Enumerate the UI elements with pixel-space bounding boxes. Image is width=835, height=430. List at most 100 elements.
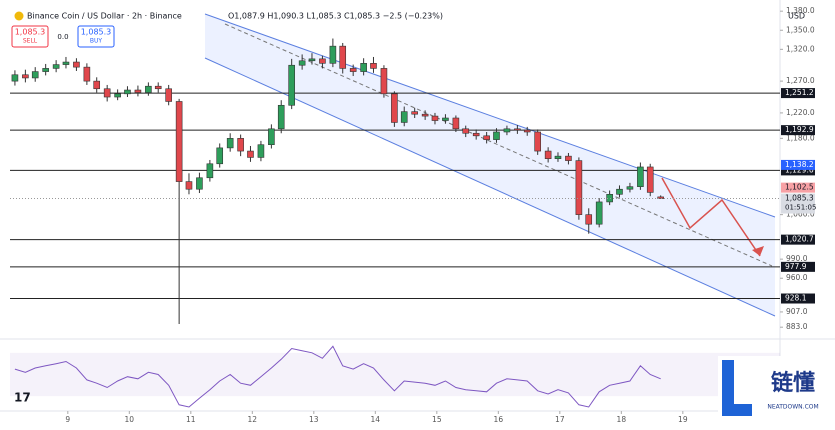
candle-body: [483, 135, 490, 140]
price-tag: [781, 182, 815, 193]
x-tick-label: 10: [125, 415, 135, 424]
candle-body: [472, 132, 480, 137]
candle-body: [637, 166, 644, 187]
candle-body: [73, 61, 80, 68]
candle-body: [206, 163, 214, 179]
candle-body: [380, 68, 388, 95]
candle-body: [391, 93, 398, 123]
candle-body: [298, 60, 306, 66]
buy-price: 1,085.3: [81, 28, 112, 37]
y-tick-label: 907.0: [786, 307, 808, 316]
x-tick-label: 19: [678, 415, 688, 424]
y-tick-label: 1,220.0: [786, 108, 815, 117]
candle-body: [657, 196, 664, 199]
y-tick-label: 1,060.0: [786, 210, 815, 219]
candle-body: [626, 186, 634, 190]
channel-top: [204, 13, 776, 218]
candle-body: [442, 117, 449, 121]
candle-body: [339, 45, 347, 69]
candle-body: [360, 63, 367, 72]
x-tick-label: 9: [65, 415, 70, 424]
price-tag: [781, 159, 815, 170]
x-tick-label: 17: [555, 415, 565, 424]
x-tick-label: 16: [494, 415, 504, 424]
candle-body: [503, 128, 511, 133]
candle-body: [585, 214, 593, 225]
arrow-head: [752, 246, 764, 256]
candle-body: [349, 68, 357, 72]
level-label: 1,192.9: [785, 125, 814, 134]
projection-arrow: [661, 177, 761, 257]
level-label: 1,020.7: [785, 235, 814, 244]
candle-body: [145, 85, 152, 93]
currency: USD: [788, 12, 805, 21]
candle-body: [319, 58, 326, 64]
candle-body: [103, 88, 111, 98]
plot-layer: 1,380.0 1,350.0 1,320.0 1,270.0 1,220.0 1,180…: [10, 6, 816, 424]
candle-body: [544, 150, 552, 159]
level-tag: [781, 293, 815, 304]
candle-body: [42, 68, 49, 72]
candle-body: [114, 93, 121, 98]
price-tag-label: 1,138.2: [785, 160, 814, 169]
level-tag: [781, 234, 815, 245]
level-tag: [781, 125, 815, 136]
channel-bottom: [204, 57, 776, 317]
level-label: 977.9: [785, 262, 807, 271]
ohlc-readout: O1,087.9 H1,090.3 L1,085.3 C1,085.3 −2.5…: [228, 12, 443, 21]
level-label: 1,251.2: [785, 88, 814, 97]
x-tick-label: 14: [371, 415, 381, 424]
candle-body: [565, 155, 572, 161]
y-tick-label: 1,320.0: [786, 44, 815, 53]
candle-body: [257, 144, 265, 158]
candle-body: [196, 177, 203, 190]
countdown: 01:51:05: [785, 204, 816, 212]
y-tick-label: 1,380.0: [786, 6, 815, 15]
channel-fill: [205, 14, 775, 316]
sell-label: SELL: [23, 38, 38, 45]
y-tick-label: 960.0: [786, 273, 808, 282]
candle-body: [411, 111, 418, 115]
candle-body: [22, 74, 29, 79]
spread: 0.0: [57, 33, 68, 41]
x-tick-label: 12: [248, 415, 258, 424]
candle-body: [400, 111, 408, 123]
candle-body: [62, 61, 70, 65]
candle-body: [514, 128, 521, 131]
candle-body: [493, 131, 500, 140]
candle-body: [431, 115, 439, 121]
coin-icon: [14, 11, 24, 21]
x-tick-label: 18: [617, 415, 627, 424]
candle-body: [175, 101, 183, 182]
y-tick-label: 1,180.0: [786, 133, 815, 142]
sell-box[interactable]: [11, 25, 49, 48]
candle-body: [554, 155, 562, 159]
candle-body: [534, 131, 541, 152]
candle-body: [595, 201, 603, 225]
price-tag: [781, 193, 815, 214]
rsi-band: [10, 352, 780, 397]
rsi-line: [14, 345, 661, 408]
candle-body: [226, 138, 234, 149]
candle-body: [216, 147, 224, 165]
tv-logo: 17: [14, 391, 31, 405]
candle-body: [462, 128, 470, 134]
buy-box[interactable]: [77, 25, 115, 48]
y-tick-label: 1,270.0: [786, 76, 815, 85]
candle-body: [93, 80, 101, 90]
candle-body: [421, 113, 429, 117]
candle-body: [646, 166, 654, 193]
candle-body: [329, 45, 337, 64]
candle-body: [616, 188, 623, 195]
candle-body: [237, 138, 244, 152]
level-label: 928.1: [785, 294, 807, 303]
y-tick-label: 1,350.0: [786, 25, 815, 34]
candle-body: [11, 74, 19, 82]
candle-body: [606, 194, 613, 203]
x-tick-label: 15: [432, 415, 442, 424]
sell-price: 1,085.3: [15, 28, 46, 37]
level-tag: [781, 88, 815, 99]
candle-body: [247, 150, 254, 158]
logo-sub: NEATDOWN.COM: [767, 404, 818, 411]
